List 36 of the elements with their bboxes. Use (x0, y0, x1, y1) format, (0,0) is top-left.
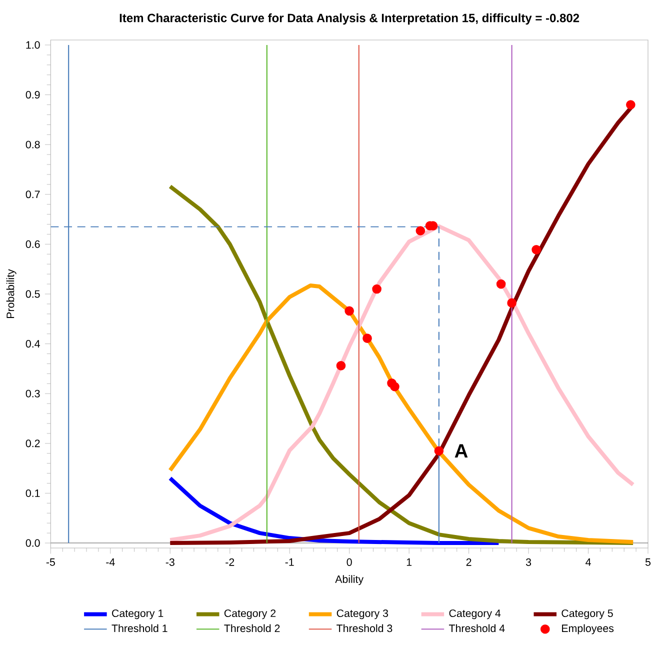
y-tick-label: 0.6 (26, 240, 40, 248)
x-tick-label: -5 (46, 558, 55, 566)
x-tick-label: 2 (466, 558, 472, 566)
legend-label: Category 1 (112, 609, 164, 620)
legend-label: Threshold 4 (448, 624, 505, 632)
x-tick-label: 5 (645, 558, 651, 566)
y-tick-label: 0.9 (26, 91, 40, 99)
y-tick-label: 0.0 (26, 539, 40, 547)
y-tick-label: 0.8 (26, 140, 40, 148)
annotation: A (454, 444, 468, 458)
legend-label: Category 2 (224, 609, 276, 620)
x-tick-label: -3 (166, 558, 174, 566)
y-tick-label: 0.5 (26, 290, 40, 298)
x-tick-label: -1 (285, 558, 294, 566)
y-tick-label: 0.7 (26, 190, 40, 198)
y-axis-title: Probability (6, 269, 16, 318)
x-tick-label: -2 (226, 558, 234, 566)
legend-label: Threshold 3 (336, 624, 392, 632)
legend-label: Threshold 1 (112, 624, 168, 632)
legend-label: Category 5 (562, 609, 613, 620)
legend-label: Category 4 (449, 609, 501, 620)
y-tick-label: 0.2 (26, 440, 40, 448)
x-tick-label: 3 (526, 558, 532, 566)
legend-label: Category 3 (336, 609, 388, 620)
x-tick-label: 4 (586, 558, 591, 566)
x-axis-title: Ability (335, 575, 364, 586)
x-tick-label: -4 (106, 558, 115, 566)
legend-label: Employees (562, 624, 614, 634)
y-tick-label: 0.1 (26, 489, 40, 497)
x-tick-label: 1 (406, 558, 412, 566)
y-tick-label: 0.4 (26, 340, 40, 348)
y-tick-label: 1.0 (26, 41, 40, 49)
y-tick-label: 0.3 (26, 390, 40, 398)
chart-title: Item Characteristic Curve for Data Analysis & Interpretation 15, difficulty = -0.802 (120, 13, 580, 25)
x-tick-label: 0 (346, 558, 352, 566)
legend-label: Threshold 2 (224, 624, 280, 632)
